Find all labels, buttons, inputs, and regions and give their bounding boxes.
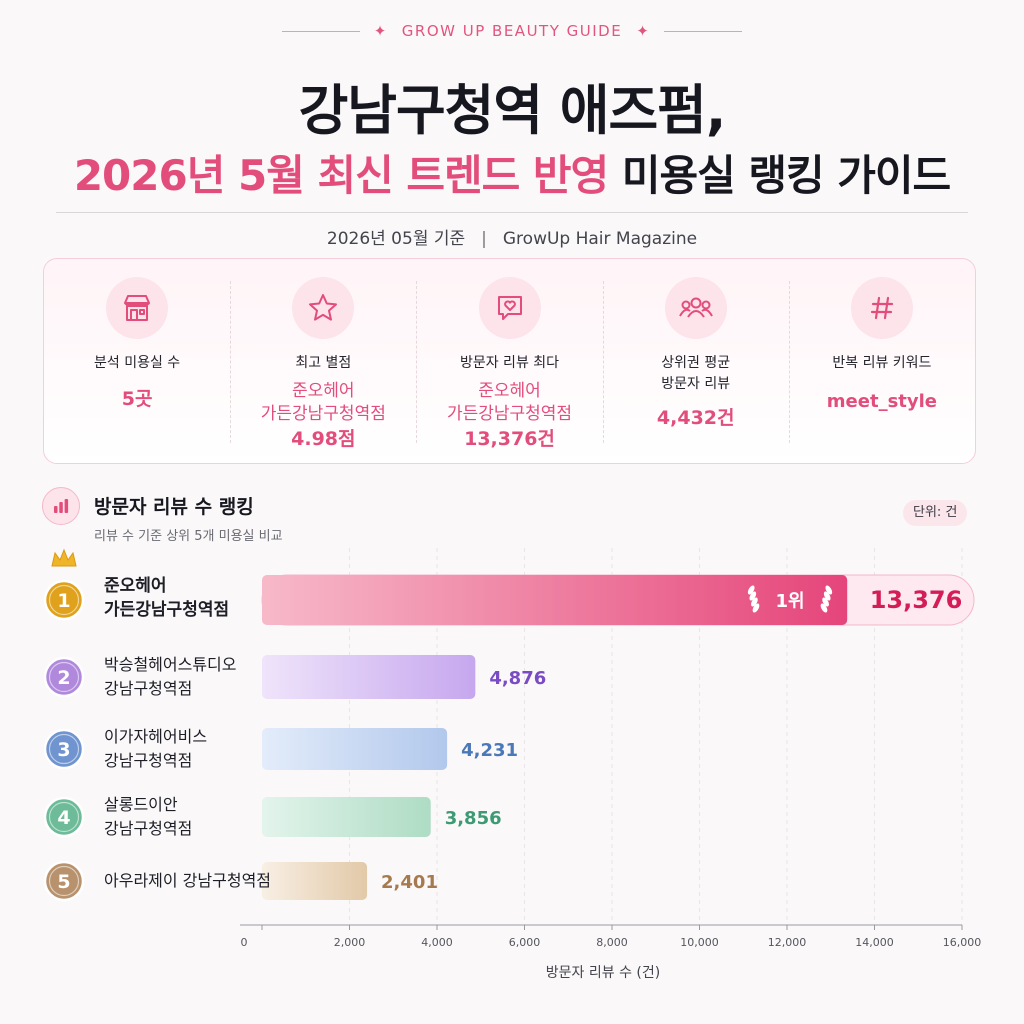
star-icon: [292, 277, 355, 339]
stat-value-line: 준오헤어: [292, 381, 355, 401]
meta-separator: |: [481, 229, 487, 249]
bar-value-label: 2,401: [381, 872, 438, 893]
title-rest: 미용실 랭킹 가이드: [621, 151, 951, 200]
bar-value-label: 4,231: [461, 740, 518, 761]
eyebrow-line-right: [664, 30, 743, 32]
stat-value-line: 가든강남구청역점: [260, 404, 386, 424]
x-tick-label: 10,000: [680, 936, 719, 949]
date-text: 2026년 05월 기준: [326, 229, 466, 249]
category-label-line: 강남구청역점: [104, 819, 193, 838]
bar-value-label: 13,376: [870, 586, 963, 614]
stat-best-rating: 최고 별점 준오헤어 가든강남구청역점 4.98점: [230, 259, 416, 463]
stat-label: 상위권 평균 방문자 리뷰: [661, 355, 731, 392]
category-label-line: 준오헤어: [104, 576, 167, 596]
hash-icon: [850, 277, 913, 339]
bar: [262, 655, 476, 699]
rank-badge: [43, 728, 85, 770]
section-subtitle: 리뷰 수 기준 상위 5개 미용실 비교: [94, 529, 283, 544]
stat-most-reviews: 방문자 리뷰 최다 준오헤어 가든강남구청역점 13,376건: [416, 259, 602, 463]
bar-value-label: 4,876: [489, 668, 546, 689]
category-label: 아우라제이 강남구청역점: [104, 869, 271, 893]
stat-value: 4.98점: [291, 428, 356, 450]
stat-value: 13,376건: [464, 428, 555, 450]
category-label-line: 강남구청역점: [104, 679, 193, 698]
stat-value: 4,432건: [656, 407, 735, 429]
stat-label: 방문자 리뷰 최다: [459, 355, 560, 371]
category-label-line: 아우라제이 강남구청역점: [104, 871, 272, 890]
rank-badge: [43, 796, 85, 838]
stat-salon-count: 분석 미용실 수 5곳: [44, 259, 230, 463]
x-axis-label: 방문자 리뷰 수 (건): [545, 965, 661, 981]
category-label-line: 가든강남구청역점: [104, 600, 230, 620]
eyebrow-line-left: [281, 30, 360, 32]
bar-chart-icon: [42, 487, 80, 525]
rank-badge: [43, 860, 85, 902]
divider: [56, 212, 968, 213]
rank-number: 2: [57, 667, 70, 689]
stats-card: 분석 미용실 수 5곳 최고 별점 준오헤어 가든강남구청역점 4.98점 방문…: [43, 258, 976, 464]
category-label-line: 강남구청역점: [104, 751, 193, 770]
stat-average-reviews: 상위권 평균 방문자 리뷰 4,432건: [602, 259, 789, 463]
unit-badge: 단위: 건: [903, 500, 968, 526]
stat-label: 반복 리뷰 키워드: [832, 355, 932, 371]
eyebrow: ✦ GROW UP BEAUTY GUIDE ✦: [0, 22, 1024, 40]
sparkle-icon: ✦: [373, 22, 388, 40]
eyebrow-text: GROW UP BEAUTY GUIDE: [401, 22, 623, 40]
stat-value: 5곳: [121, 388, 153, 410]
rank-badge-ring: [48, 865, 80, 897]
rank-number: 3: [57, 739, 70, 761]
bar: [262, 797, 431, 837]
rank-number: 4: [57, 807, 70, 829]
x-tick-label: 2,000: [334, 936, 366, 949]
stat-value-line: 가든강남구청역점: [446, 404, 573, 424]
laurel-icon: [747, 585, 760, 613]
title-highlight: 2026년 5월 최신 트렌드 반영: [73, 151, 609, 200]
bar-value-label: 3,856: [445, 808, 502, 829]
rank-badge: [43, 656, 85, 698]
rank-badge: [43, 579, 85, 621]
rank-badge-ring: [48, 661, 80, 693]
rank-number: 5: [57, 871, 70, 893]
bar: [262, 728, 448, 770]
x-tick-label: 4,000: [421, 936, 453, 949]
crown-icon: [51, 548, 77, 567]
sparkle-icon: ✦: [636, 22, 651, 40]
rank-badge-ring: [48, 801, 80, 833]
stat-value-line: 준오헤어: [478, 381, 541, 401]
page-title-line1: 강남구청역 애즈펌,: [298, 79, 727, 142]
bar: [262, 575, 848, 625]
category-label-line: 박승철헤어스튜디오: [104, 655, 237, 674]
rank-number: 1: [57, 590, 70, 612]
x-tick-label: 6,000: [509, 936, 541, 949]
x-tick-label: 12,000: [768, 936, 807, 949]
heart-chat-icon: [478, 277, 541, 339]
x-tick-label: 14,000: [855, 936, 894, 949]
people-icon: [664, 277, 727, 339]
section-title: 방문자 리뷰 수 랭킹: [94, 496, 254, 518]
rank-badge-ring: [48, 733, 80, 765]
page-title-line2: 2026년 5월 최신 트렌드 반영 미용실 랭킹 가이드: [0, 142, 1024, 203]
x-tick-label: 16,000: [943, 936, 982, 949]
x-tick-label: 0: [241, 936, 248, 949]
meta-line: 2026년 05월 기준 | GrowUp Hair Magazine: [0, 224, 1024, 249]
stat-value: meet_style: [826, 391, 938, 412]
top-rank-badge: 1위: [775, 591, 804, 612]
category-label-line: 이가자헤어비스: [104, 727, 208, 746]
publisher-text: GrowUp Hair Magazine: [502, 229, 698, 249]
stat-label: 분석 미용실 수: [94, 355, 181, 371]
category-label-line: 살롱드이안: [104, 795, 178, 814]
bar: [262, 862, 368, 900]
store-icon: [106, 277, 169, 339]
rank-badge-ring: [48, 584, 80, 616]
x-tick-label: 8,000: [596, 936, 628, 949]
stat-keyword: 반복 리뷰 키워드 meet_style: [788, 259, 975, 463]
stat-label: 최고 별점: [295, 355, 352, 371]
laurel-icon: [820, 585, 833, 613]
